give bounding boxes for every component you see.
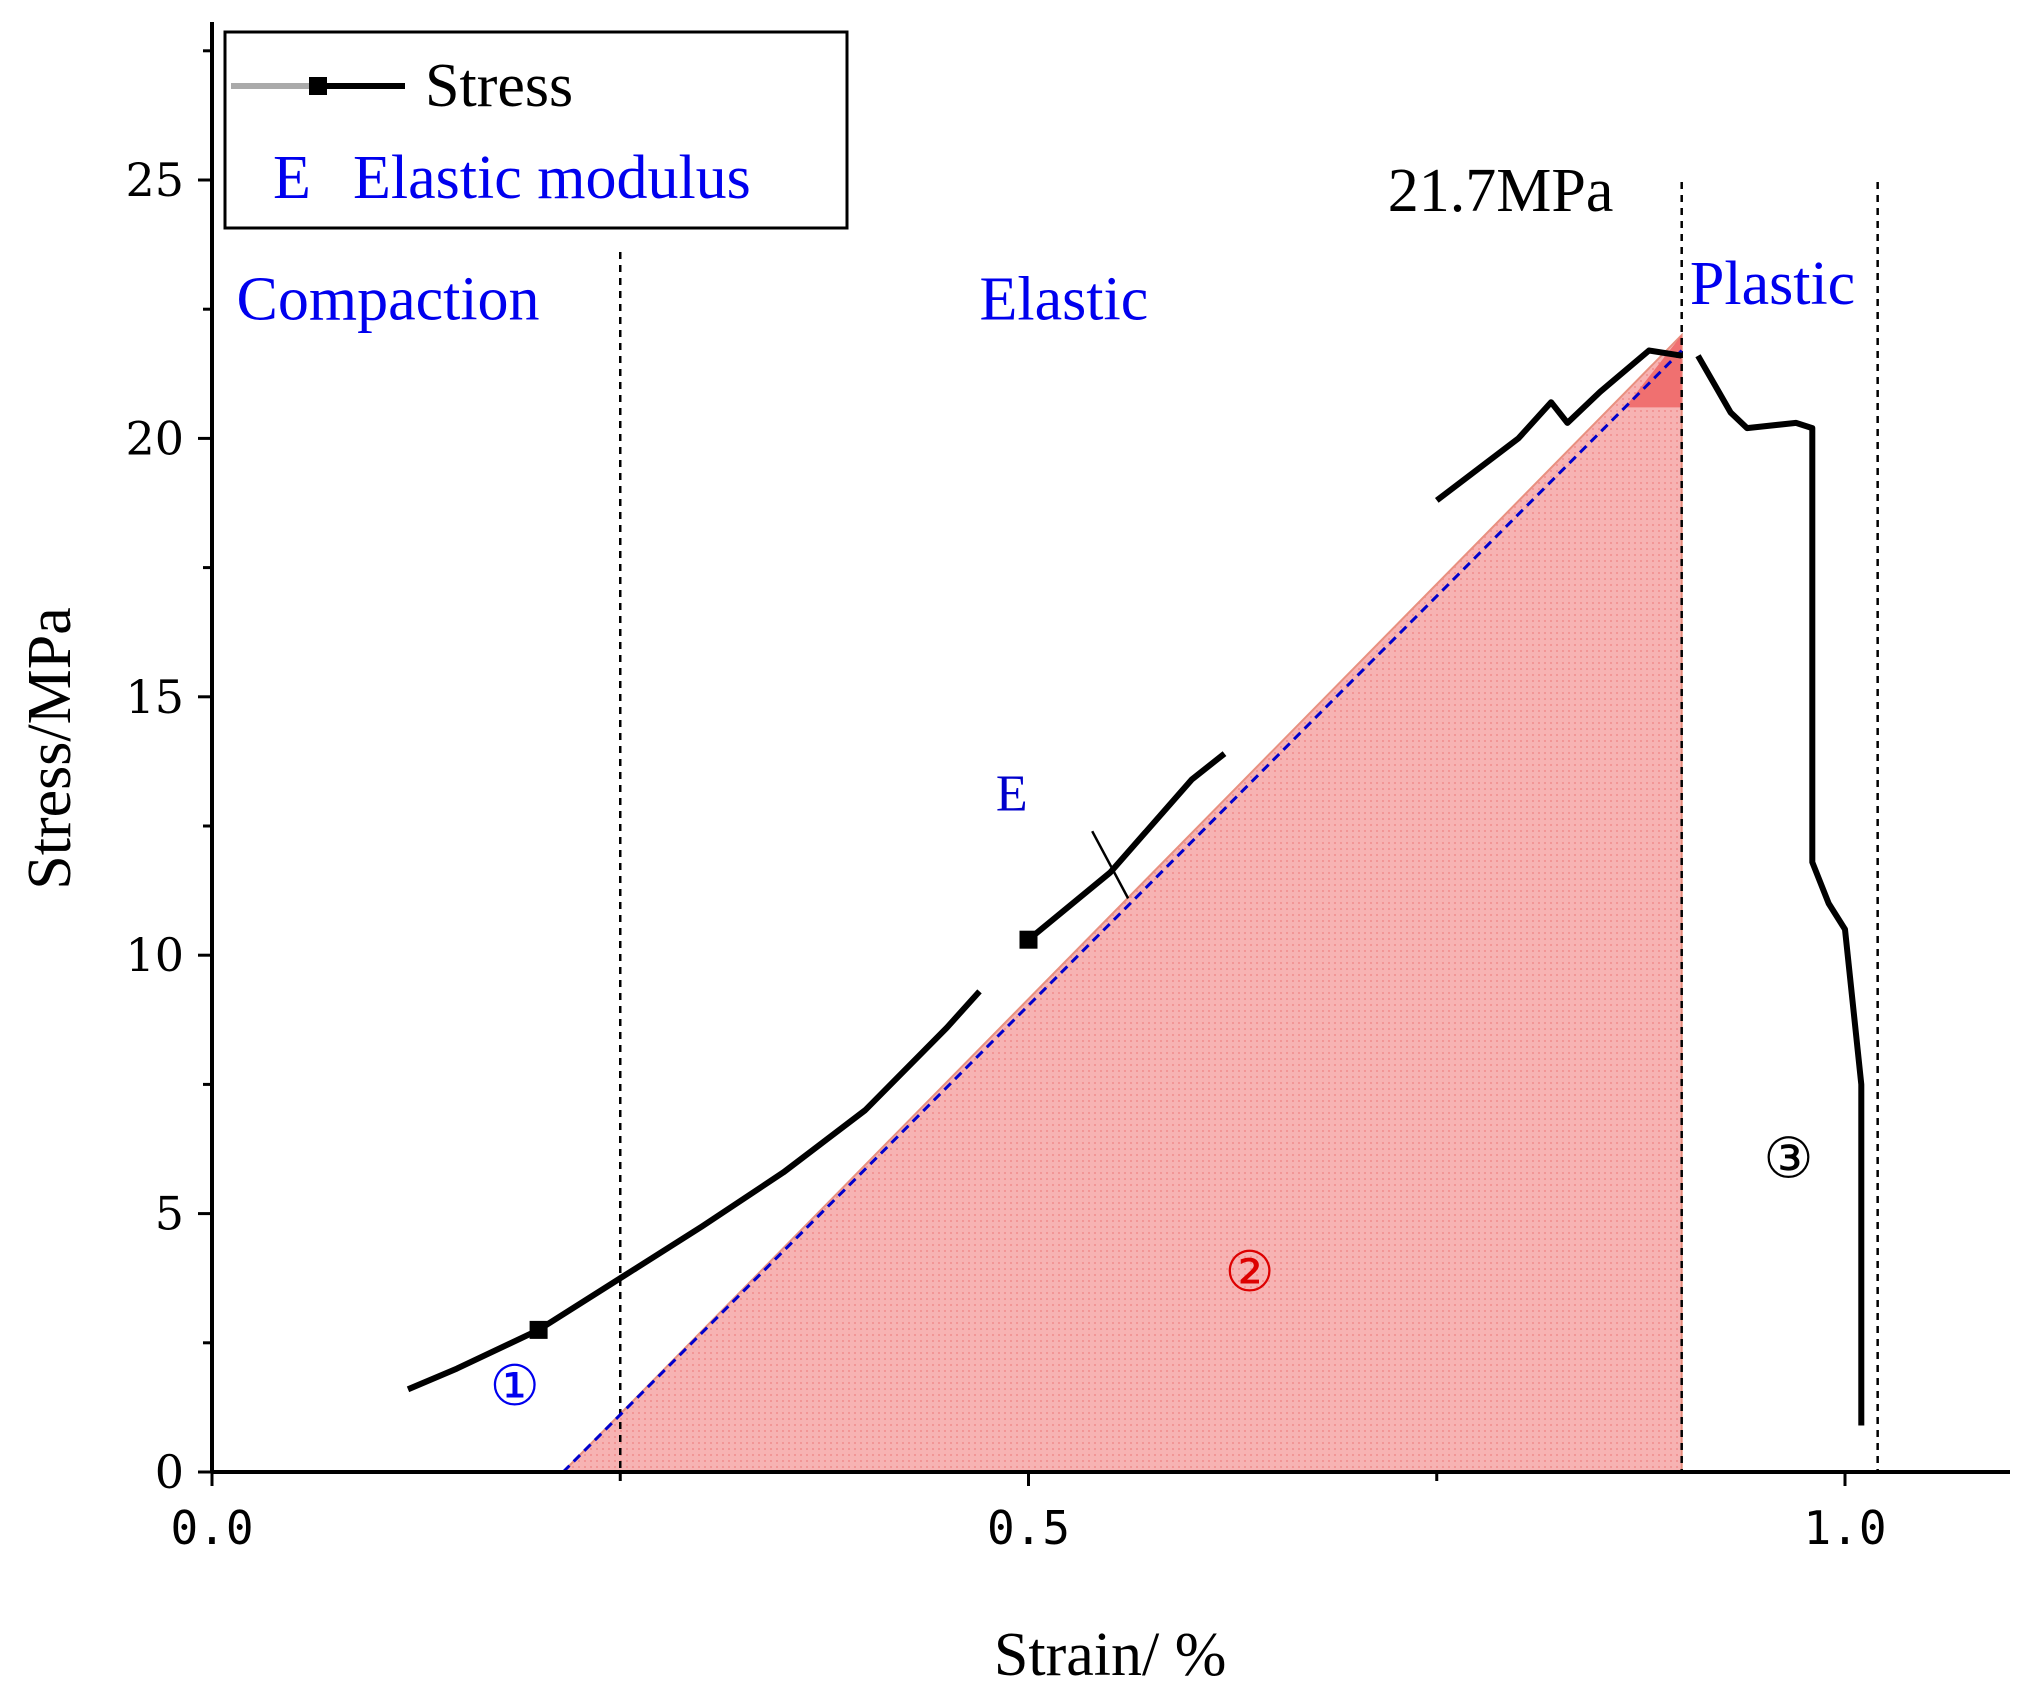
region-label-plastic: Plastic [1690,250,1855,318]
y-ticks: 0 5 10 15 20 25 [125,49,212,1499]
stress-curve-segment [1695,354,1865,1426]
y-tick-label-5: 5 [155,1187,184,1241]
e-label: E [996,765,1028,822]
legend-label-stress: Stress [425,52,573,120]
stress-point-marker [529,1320,548,1339]
stage-3-label: ③ [1763,1126,1813,1191]
y-axis-title: Stress/MPa [16,607,84,889]
stage-2-label: ② [1224,1240,1274,1305]
x-ticks: 0.0 0.5 1.0 [170,1472,1887,1555]
stress-curve-segment [1026,751,1227,943]
elastic-energy-area [560,332,1683,1473]
stress-point-marker [1019,930,1038,949]
x-tick-label-0.5: 0.5 [987,1501,1070,1555]
stress-curve-segment [406,989,982,1393]
legend-e-symbol: E [273,144,311,212]
y-tick-label-0: 0 [155,1445,184,1499]
x-tick-label-0.0: 0.0 [170,1501,253,1555]
stress-curve [212,347,1865,1474]
elastic-modulus-line [562,349,1683,1474]
stress-curve-segment [1434,347,1683,503]
peak-stress-label: 21.7MPa [1388,157,1614,225]
region-label-compaction: Compaction [236,266,539,334]
y-tick-label-10: 10 [125,928,184,982]
x-axis-title: Strain/ % [994,1621,1226,1689]
legend-box [223,30,849,230]
x-tick-label-1.0: 1.0 [1803,1501,1886,1555]
legend-label-elastic-modulus: Elastic modulus [353,144,751,212]
region-label-elastic: Elastic [980,266,1149,334]
y-tick-label-20: 20 [125,411,184,465]
slope-marker [1091,830,1130,899]
peak-energy-area [1624,335,1682,408]
y-tick-label-25: 25 [125,153,184,207]
legend-stress-marker [309,77,327,95]
stage-1-label: ① [490,1354,540,1419]
legend: Stress E Elastic modulus [223,30,849,230]
y-tick-label-15: 15 [125,670,184,724]
